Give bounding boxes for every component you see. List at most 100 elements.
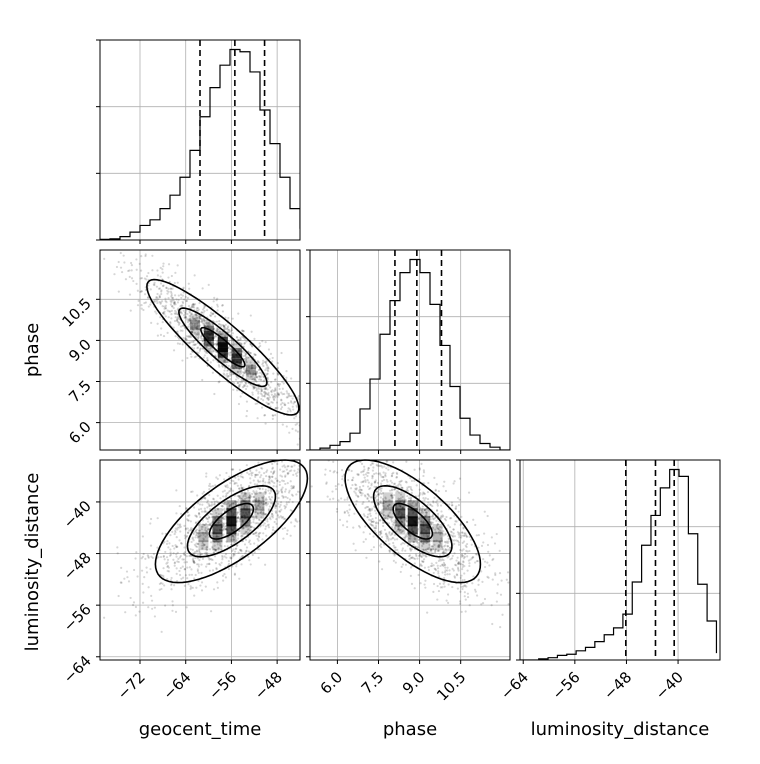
scatter-point [198,503,202,506]
scatter-point [190,568,193,571]
scatter-point [396,548,399,552]
scatter-point [216,494,219,497]
scatter-point [337,499,340,502]
scatter-point [422,548,425,552]
scatter-point [255,515,258,518]
scatter-point [217,363,221,367]
scatter-point [286,471,289,475]
scatter-point [265,498,268,501]
scatter-point [256,473,259,476]
scatter-point [409,537,412,540]
scatter-point [196,332,199,335]
scatter-point [294,472,298,475]
scatter-point [249,374,253,378]
scatter-point [431,513,435,516]
scatter-point [145,571,149,574]
scatter-point [460,582,463,586]
scatter-point [169,548,172,551]
scatter-point [195,327,199,330]
scatter-point [145,275,149,278]
scatter-point [208,523,211,527]
scatter-point [363,514,366,518]
scatter-point [140,254,143,258]
scatter-point [190,335,193,339]
scatter-point [197,308,200,311]
scatter-point [390,515,394,519]
scatter-point [212,300,215,303]
scatter-point [462,526,465,529]
scatter-point [271,462,274,466]
scatter-point [135,258,138,261]
scatter-point [205,475,208,478]
scatter-point [375,472,378,475]
grid-lines [100,460,300,660]
scatter-point [458,498,461,501]
scatter-point [406,544,409,547]
scatter-point [253,483,256,486]
scatter-point [185,561,188,564]
scatter-point [396,472,399,476]
scatter-point [358,488,362,491]
scatter-point [286,410,289,413]
scatter-point [206,499,209,502]
scatter-point [243,543,247,546]
scatter-point [455,564,458,567]
scatter-point [267,369,270,373]
scatter-point [379,464,382,468]
scatter-point [438,540,441,543]
scatter-point [262,500,265,503]
scatter-point [428,539,431,542]
scatter-point [354,549,357,552]
scatter-point [417,542,420,545]
scatter-point [201,553,204,556]
scatter-point [200,510,204,513]
scatter-point [229,347,232,351]
scatter-point [399,528,403,532]
scatter-point [140,290,143,293]
scatter-point [245,355,248,358]
scatter-point [430,562,433,565]
scatter-point [186,531,190,534]
scatter-point [206,344,209,347]
scatter-point [450,531,453,534]
scatter-point [427,501,430,504]
scatter-point [170,287,173,290]
scatter-point [346,496,349,499]
scatter-point [265,367,268,370]
scatter-point [256,372,259,375]
scatter-point [198,529,202,532]
scatter-point [422,469,425,472]
scatter-point [284,474,287,477]
scatter-point [143,576,146,579]
scatter-point [472,556,475,559]
scatter-point [191,558,195,561]
scatter-point [214,354,217,357]
scatter-point [396,525,400,528]
scatter-point [424,539,428,542]
scatter-point [393,521,396,524]
scatter-point [405,520,408,523]
scatter-point [176,315,179,319]
x-axis-label-phase: phase [383,719,437,740]
scatter-point [222,527,225,530]
scatter-point [265,386,268,389]
scatter-point [272,390,276,393]
scatter-point [441,586,444,589]
scatter-point [176,523,179,526]
scatter-point [461,565,464,569]
scatter-point [192,506,196,509]
scatter-point [130,261,133,265]
scatter-point [179,311,182,314]
scatter-point [168,542,171,545]
scatter-point [183,534,187,537]
scatter-point [240,534,244,537]
scatter-point [164,550,167,554]
scatter-point [429,548,432,551]
scatter-point [277,383,280,386]
scatter-point [367,468,370,472]
scatter-point [439,517,442,520]
scatter-point [459,548,462,552]
scatter-point [261,467,264,470]
scatter-point [445,599,448,602]
